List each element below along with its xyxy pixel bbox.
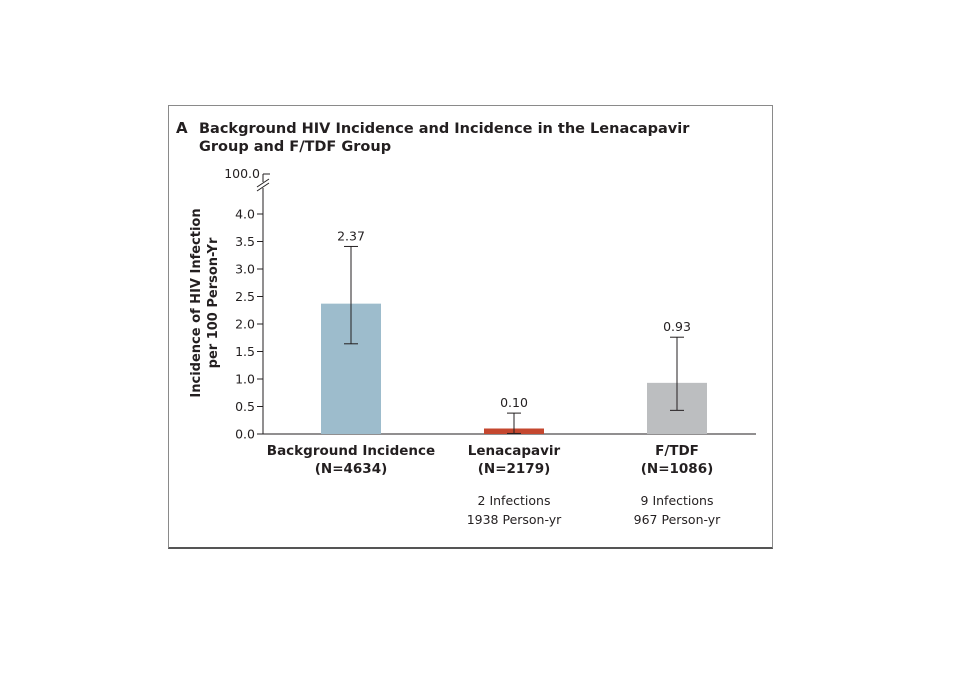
data-label: 0.93 (663, 319, 691, 334)
category-note: 967 Person-yr (634, 512, 722, 527)
category-note: 1938 Person-yr (467, 512, 562, 527)
x-tick-label-n: (N=1086) (641, 461, 714, 477)
category-note: 2 Infections (478, 493, 551, 508)
data-label: 0.10 (500, 395, 528, 410)
x-tick-label: F/TDF (655, 443, 699, 459)
y-tick-label: 1.5 (235, 344, 255, 359)
data-label: 2.37 (337, 228, 365, 243)
y-tick-label: 4.0 (235, 207, 255, 222)
y-tick-label: 0.5 (235, 399, 255, 414)
x-tick-label-n: (N=2179) (478, 461, 551, 477)
category-note: 9 Infections (641, 493, 714, 508)
y-axis-title: per 100 Person-Yr (206, 237, 221, 368)
y-tick-label: 100.0 (224, 166, 260, 181)
chart-title: Background HIV Incidence and Incidence i… (199, 121, 690, 155)
x-tick-label: Background Incidence (267, 443, 435, 459)
y-tick-label: 2.5 (235, 289, 255, 304)
panel-letter: A (176, 119, 188, 137)
x-tick-label-n: (N=4634) (315, 461, 388, 477)
y-tick-label: 3.5 (235, 234, 255, 249)
axis-break-mark (256, 182, 270, 192)
axis-break-mark (256, 178, 270, 188)
y-tick-label: 2.0 (235, 317, 255, 332)
y-tick-label: 3.0 (235, 262, 255, 277)
y-tick-label: 1.0 (235, 372, 255, 387)
figure-panel (168, 105, 773, 549)
x-tick-label: Lenacapavir (468, 443, 561, 459)
y-axis-title: Incidence of HIV Infection (189, 208, 204, 397)
y-tick-label: 0.0 (235, 427, 255, 442)
